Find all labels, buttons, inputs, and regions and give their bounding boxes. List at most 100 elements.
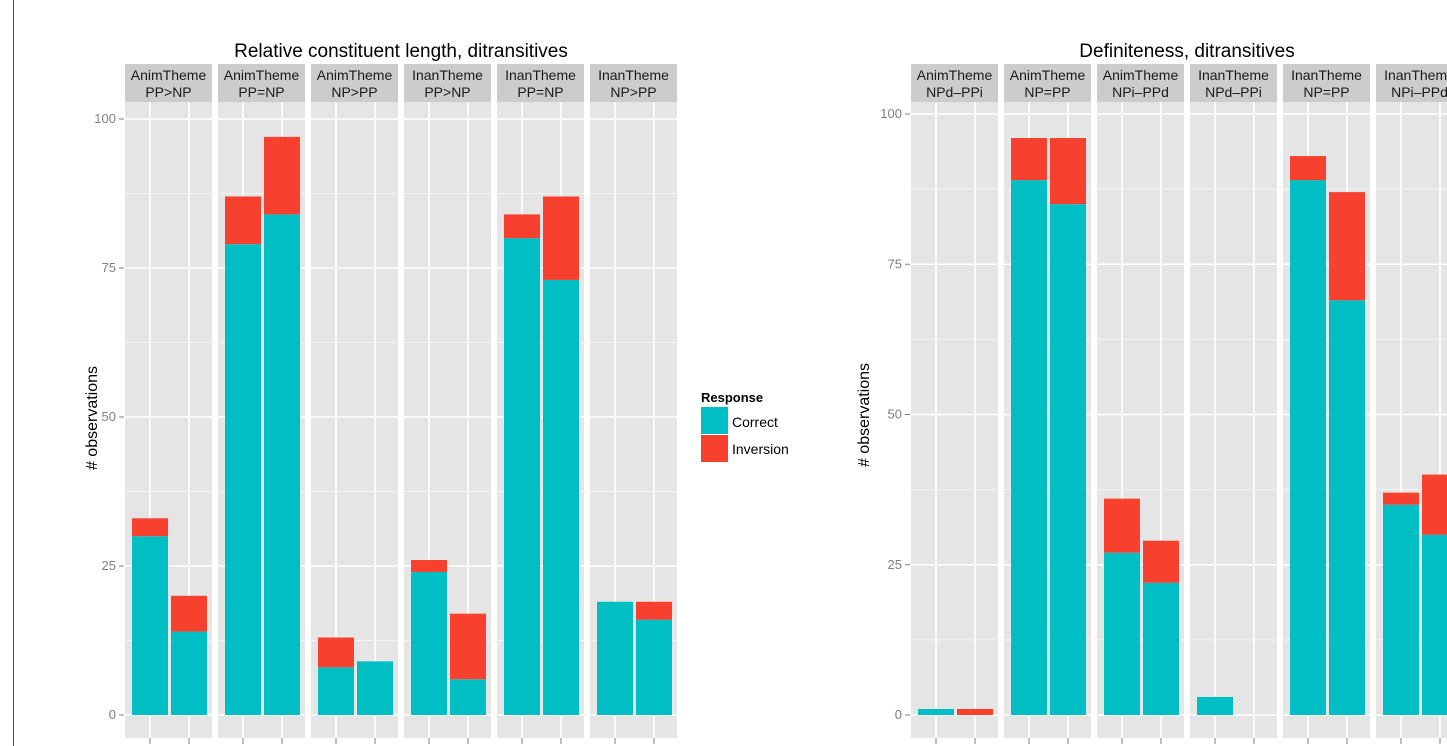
facet-strip-label-line1: AnimTheme [224,67,300,83]
facet-panel: InanThemeNPi–PPd [1376,64,1447,744]
facet-strip-label-line1: InanTheme [598,67,669,83]
y-tick-label: 100 [94,111,116,126]
bar-correct [264,214,300,716]
bar-inversion [1383,492,1419,505]
bar-inversion [225,196,261,245]
facet-strip-label-line2: PP>NP [145,84,191,100]
bar-correct [1383,504,1419,715]
bar-correct [504,238,540,715]
legend: Response Correct Inversion [701,390,789,462]
legend-label-inversion: Inversion [732,441,789,457]
bar-inversion [1329,192,1365,301]
bar-inversion [1422,474,1447,535]
bar-correct [1422,534,1447,715]
legend-title: Response [701,390,763,405]
y-tick-label: 75 [102,260,116,275]
bar-correct [918,708,954,715]
facet-panel-background [911,102,998,738]
facet-strip [218,64,305,102]
bar-inversion [1011,138,1047,181]
bar-correct [132,536,168,715]
facet-strip-label-line2: NPi–PPd [1391,84,1447,100]
facet-strip [1283,64,1370,102]
bar-inversion [1290,156,1326,181]
facet-strip-label-line1: AnimTheme [317,67,393,83]
facet-panel-background [311,102,398,738]
bar-correct [1197,696,1233,715]
facet-strip-label-line2: NP>PP [610,84,656,100]
bar-inversion [264,136,300,215]
facet-strip [1376,64,1447,102]
facet-strip [125,64,212,102]
bar-correct [1050,204,1086,715]
y-tick-label: 50 [888,407,902,422]
facet-strip-label-line1: AnimTheme [1103,67,1179,83]
bar-inversion [411,560,447,572]
bar-inversion [450,613,486,680]
bar-inversion [636,601,672,620]
chart-relative-constituent-length: 0255075100AnimThemePP>NPAnimThemePP=NPAn… [84,41,677,744]
bar-inversion [1050,138,1086,205]
y-axis-title: # observations [84,366,101,470]
y-tick-label: 50 [102,409,116,424]
bar-inversion [504,214,540,239]
bar-correct [225,244,261,715]
bar-inversion [1143,540,1179,583]
bar-correct [1104,552,1140,715]
bar-correct [636,619,672,715]
y-tick-label: 25 [888,557,902,572]
facet-strip-label-line2: PP=NP [238,84,284,100]
chart-definiteness: 0255075100AnimThemeNPd–PPiAnimThemeNP=PP… [856,41,1447,744]
facet-strip-label-line1: InanTheme [1384,67,1447,83]
bar-inversion [318,637,354,668]
facet-strip-label-line1: InanTheme [1198,67,1269,83]
y-tick-label: 25 [102,558,116,573]
y-axis-title: # observations [856,363,873,467]
bar-correct [597,601,633,715]
y-tick-label: 0 [109,707,116,722]
facet-strip [404,64,491,102]
facet-strip-label-line1: AnimTheme [917,67,993,83]
facet-strip-label-line1: InanTheme [505,67,576,83]
facet-strip [911,64,998,102]
facet-strip [1097,64,1184,102]
facet-strip-label-line2: NPd–PPi [926,84,983,100]
bar-correct [171,631,207,715]
bar-inversion [957,708,993,715]
bar-inversion [171,595,207,632]
facet-strip-label-line2: PP>NP [424,84,470,100]
facet-strip-label-line1: InanTheme [1291,67,1362,83]
bar-correct [357,661,393,715]
legend-label-correct: Correct [732,414,778,430]
facet-strip-label-line2: NP=PP [1303,84,1349,100]
legend-swatch-correct [701,407,728,434]
facet-strip-label-line2: NP>PP [331,84,377,100]
facet-strip [497,64,584,102]
y-tick-label: 75 [888,256,902,271]
bar-correct [450,679,486,715]
facet-strip-label-line1: InanTheme [412,67,483,83]
facet-strip-label-line2: PP=NP [517,84,563,100]
facet-strip [311,64,398,102]
facet-panel-background [1190,102,1277,738]
facet-strip-label-line2: NPi–PPd [1112,84,1169,100]
bar-correct [1143,582,1179,715]
bar-correct [1290,180,1326,716]
bar-correct [1329,300,1365,715]
window-left-border [0,0,14,746]
facet-strip-label-line1: AnimTheme [1010,67,1086,83]
bar-correct [1011,180,1047,716]
facet-strip [1190,64,1277,102]
facet-strip [1004,64,1091,102]
